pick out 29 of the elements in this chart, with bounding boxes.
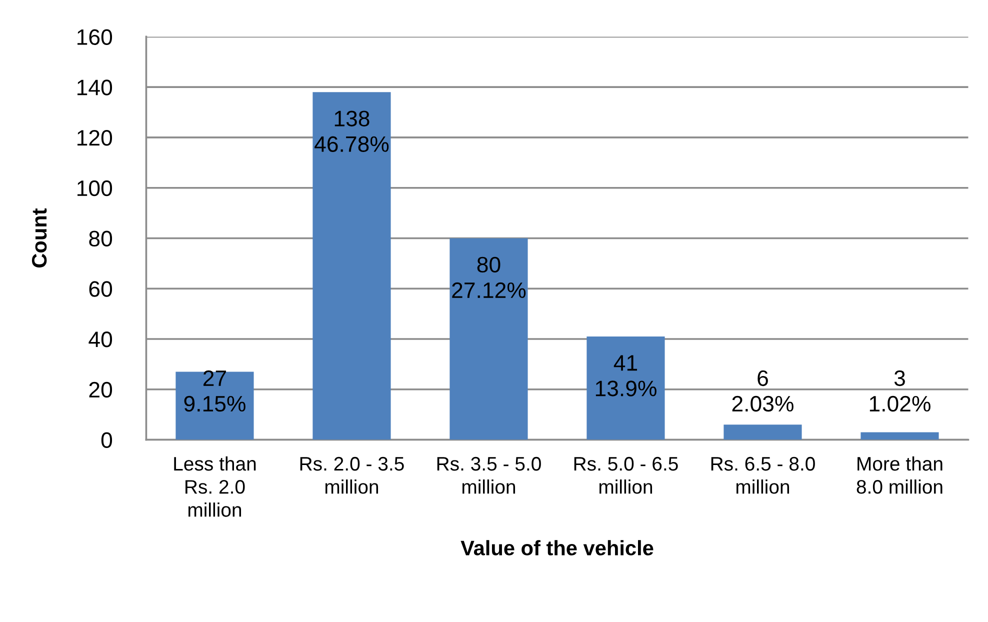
data-label: 6 2.03% — [732, 370, 794, 412]
x-tick-label: Less than Rs. 2.0 million — [174, 456, 256, 517]
y-tick-label: 40 — [88, 332, 112, 348]
y-tick-label: 120 — [78, 130, 112, 146]
y-tick-label: 80 — [89, 230, 112, 246]
bar — [176, 372, 254, 440]
data-label: 41 13.9% — [596, 355, 656, 396]
y-tick-label: 60 — [89, 281, 112, 297]
y-axis-title: Count — [32, 208, 47, 268]
x-tick-label: Rs. 5.0 - 6.5 million — [574, 456, 678, 494]
y-tick-label: 0 — [101, 432, 112, 448]
bar — [860, 432, 939, 440]
x-tick-label: More than 8.0 million — [856, 456, 942, 494]
data-label: 138 46.78% — [314, 110, 389, 152]
bar — [450, 238, 528, 440]
bar — [724, 424, 802, 440]
y-tick-label: 20 — [89, 382, 112, 398]
data-label: 80 27.12% — [452, 256, 526, 298]
x-tick-label: Rs. 2.0 - 3.5 million — [300, 456, 404, 494]
y-tick-label: 160 — [78, 29, 112, 45]
data-label: 27 9.15% — [184, 370, 246, 412]
x-axis-title: Value of the vehicle — [460, 540, 654, 556]
data-label: 3 1.02% — [870, 370, 930, 412]
bar — [586, 336, 665, 440]
x-tick-label: Rs. 3.5 - 5.0 million — [437, 456, 541, 494]
y-tick-label: 140 — [78, 80, 112, 96]
x-tick-label: Rs. 6.5 - 8.0 million — [711, 456, 815, 494]
y-tick-label: 100 — [78, 180, 112, 196]
bar — [312, 92, 391, 440]
